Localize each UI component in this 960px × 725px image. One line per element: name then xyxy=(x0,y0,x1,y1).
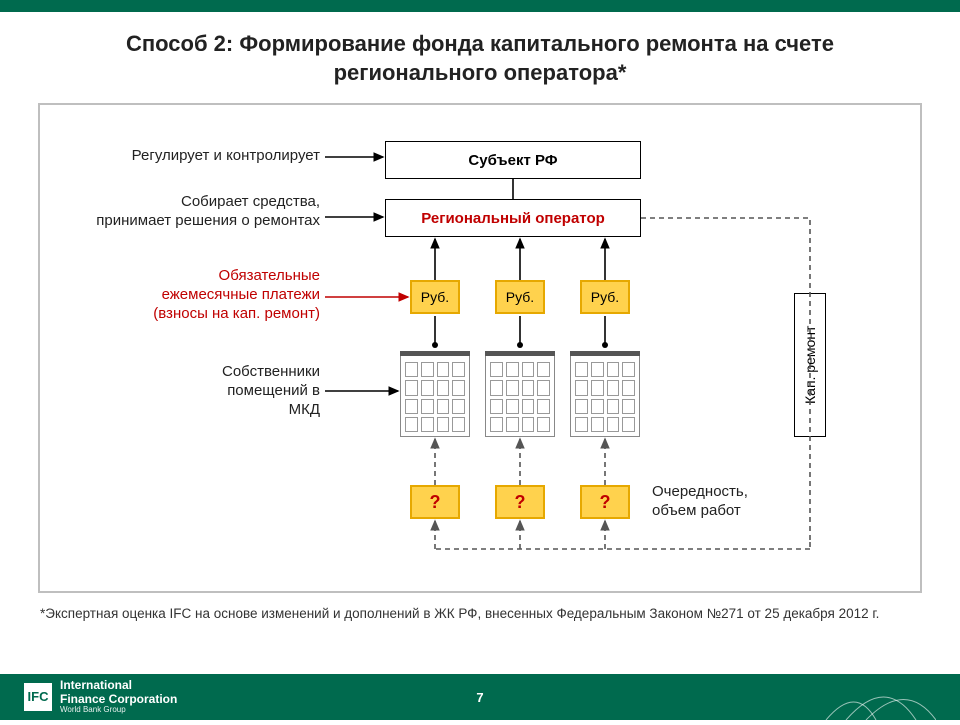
q-box-1: ? xyxy=(495,485,545,519)
label-payments: Обязательные ежемесячные платежи (взносы… xyxy=(60,267,320,323)
ifc-logo-square: IFC xyxy=(24,683,52,711)
label-owners: Собственники помещений в МКД xyxy=(120,363,320,419)
building-0 xyxy=(400,355,470,437)
node-regional-operator: Региональный оператор xyxy=(385,199,641,237)
building-1 xyxy=(485,355,555,437)
top-brand-bar xyxy=(0,0,960,12)
diagram-frame: Регулирует и контролирует Собирает средс… xyxy=(38,103,922,593)
ifc-logo-text: International Finance Corporation World … xyxy=(60,679,177,714)
node-kap-remont: Кап. ремонт xyxy=(794,293,826,437)
rub-box-2: Руб. xyxy=(580,280,630,314)
rub-box-1: Руб. xyxy=(495,280,545,314)
label-regulates: Регулирует и контролирует xyxy=(60,147,320,166)
q-box-2: ? xyxy=(580,485,630,519)
label-order: Очередность, объем работ xyxy=(652,483,822,521)
footnote: *Экспертная оценка IFC на основе изменен… xyxy=(40,605,920,623)
node-subject-rf: Субъект РФ xyxy=(385,141,641,179)
building-2 xyxy=(570,355,640,437)
slide-title: Способ 2: Формирование фонда капитальног… xyxy=(60,30,900,87)
q-box-0: ? xyxy=(410,485,460,519)
ifc-logo: IFC International Finance Corporation Wo… xyxy=(24,679,177,714)
footer-bar: IFC International Finance Corporation Wo… xyxy=(0,674,960,720)
page-number: 7 xyxy=(476,690,483,705)
label-collects: Собирает средства, принимает решения о р… xyxy=(60,193,320,231)
rub-box-0: Руб. xyxy=(410,280,460,314)
footer-curves xyxy=(816,674,936,720)
